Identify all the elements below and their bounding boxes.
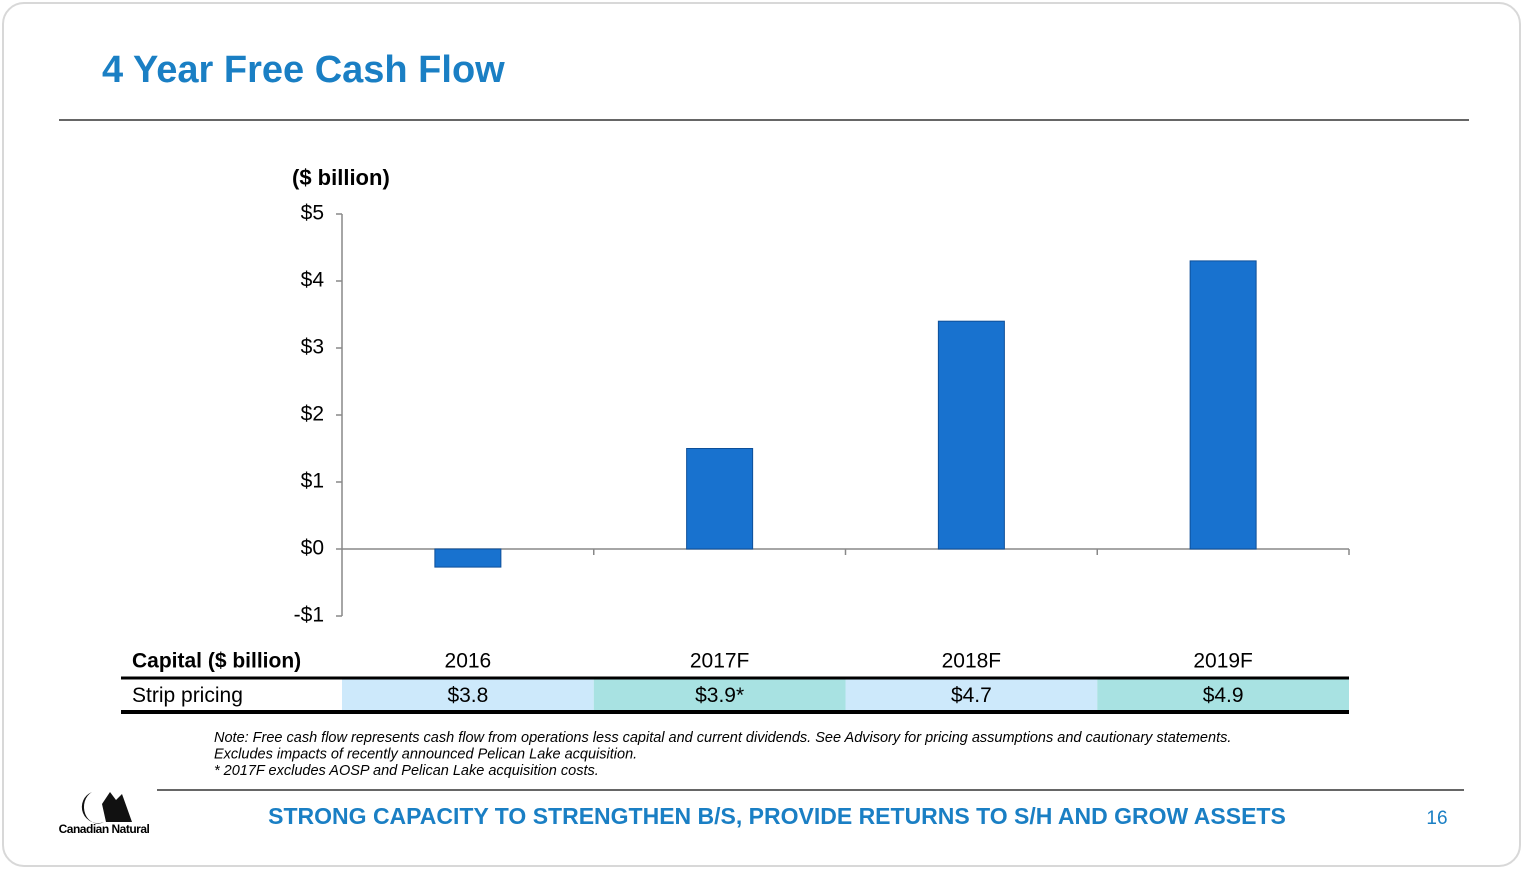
bar [434, 548, 502, 568]
footer-tagline: STRONG CAPACITY TO STRENGTHEN B/S, PROVI… [268, 803, 1286, 829]
y-tick-label: $2 [301, 403, 324, 426]
note: Excludes impacts of recently announced P… [214, 746, 637, 762]
slide-title: 4 Year Free Cash Flow [102, 49, 505, 91]
note: Note: Free cash flow represents cash flo… [214, 730, 1231, 746]
chart: 4 Year Free Cash Flow ($ billion) STRONG… [59, 49, 1469, 836]
x-tick-label: 2018F [942, 650, 1002, 673]
note: * 2017F excludes AOSP and Pelican Lake a… [214, 763, 599, 779]
y-tick-label: $3 [301, 336, 324, 359]
table-cell [342, 679, 594, 711]
y-tick-label: $0 [301, 537, 324, 560]
logo-mark [102, 792, 132, 822]
x-tick-label: 2017F [690, 650, 750, 673]
table-cell [1097, 679, 1349, 711]
logo-mark [81, 792, 104, 824]
bar [1189, 260, 1257, 550]
table-cell-text: $4.7 [951, 684, 992, 707]
table-cell-text: $4.9 [1203, 684, 1244, 707]
table-cell [593, 679, 846, 711]
y-tick-label: $4 [301, 269, 325, 292]
y-axis-label: ($ billion) [292, 165, 390, 190]
x-tick-label: 2019F [1193, 650, 1253, 673]
logo-text: Canadian Natural [59, 822, 150, 836]
y-tick-label: $5 [301, 202, 324, 225]
y-tick-label: $1 [301, 470, 324, 493]
y-tick-label: -$1 [294, 604, 324, 627]
page-number: 16 [1426, 808, 1447, 829]
table-row-label: Strip pricing [132, 684, 243, 707]
bar [686, 448, 754, 550]
table-cell-text: $3.9* [695, 684, 744, 707]
table-header: Capital ($ billion) [132, 650, 301, 673]
table-cell [845, 679, 1098, 711]
logo: Canadian Natural [59, 792, 150, 836]
table-cell-text: $3.8 [447, 684, 488, 707]
x-tick-label: 2016 [445, 650, 492, 673]
bar [937, 320, 1005, 550]
